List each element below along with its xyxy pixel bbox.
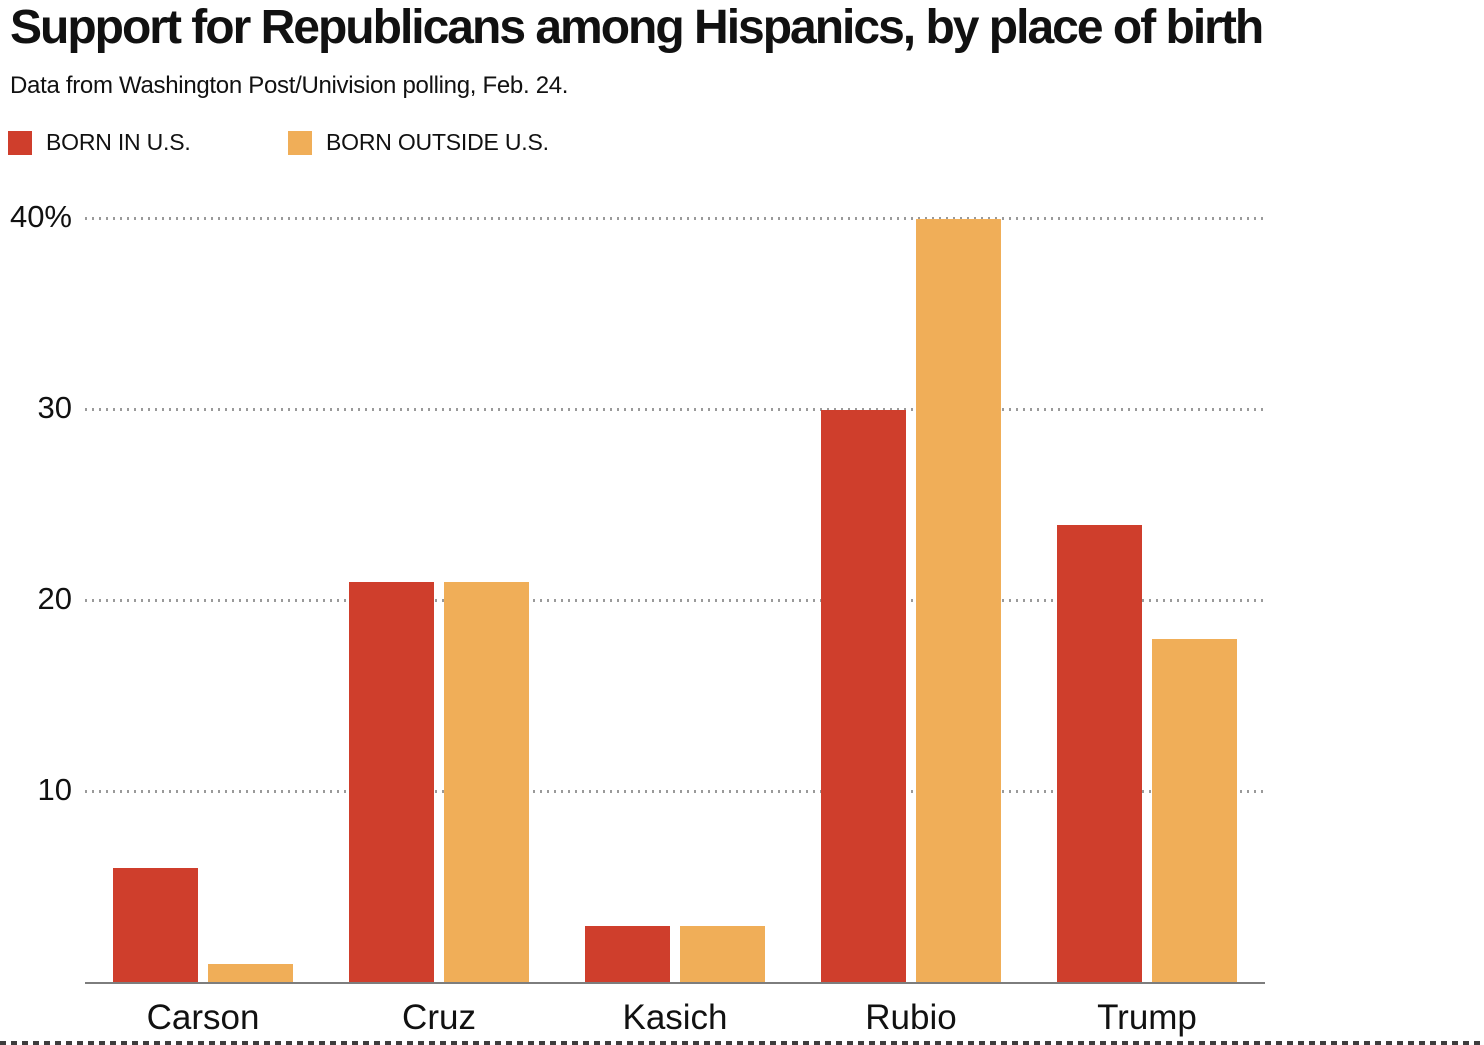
- bar-trump-born-in-us: [1057, 525, 1142, 983]
- bar-kasich-born-in-us: [585, 926, 670, 983]
- legend-item-born-in-us: BORN IN U.S.: [8, 129, 191, 156]
- legend-swatch-born-in-us-icon: [8, 130, 32, 155]
- x-axis-label-cruz: Cruz: [402, 998, 476, 1037]
- x-axis-line: [85, 982, 1265, 984]
- gridline-10: [85, 790, 1265, 793]
- bar-trump-born-outside-us: [1152, 639, 1237, 983]
- y-axis-tick-label-10: 10: [37, 772, 72, 807]
- gridline-20: [85, 599, 1265, 602]
- legend-label-born-outside-us: BORN OUTSIDE U.S.: [326, 129, 549, 155]
- legend-item-born-outside-us: BORN OUTSIDE U.S.: [288, 129, 549, 156]
- chart-subtitle: Data from Washington Post/Univision poll…: [10, 72, 569, 99]
- gridline-40: [85, 217, 1265, 220]
- bottom-dashed-divider: [0, 1041, 1484, 1045]
- x-axis-label-rubio: Rubio: [865, 998, 957, 1037]
- y-axis-tick-label-30: 30: [37, 390, 72, 425]
- bar-rubio-born-in-us: [821, 410, 906, 983]
- x-axis-label-carson: Carson: [146, 998, 260, 1037]
- y-axis-tick-label-20: 20: [37, 581, 72, 616]
- x-axis-label-trump: Trump: [1097, 998, 1197, 1037]
- bar-carson-born-in-us: [113, 868, 198, 983]
- bar-cruz-born-outside-us: [444, 582, 529, 983]
- chart-title: Support for Republicans among Hispanics,…: [10, 1, 1264, 54]
- y-axis-tick-label-40: 40%: [9, 199, 72, 234]
- x-axis-label-kasich: Kasich: [622, 998, 728, 1037]
- bar-kasich-born-outside-us: [680, 926, 765, 983]
- gridline-30: [85, 408, 1265, 411]
- bar-cruz-born-in-us: [349, 582, 434, 983]
- bar-rubio-born-outside-us: [916, 219, 1001, 983]
- legend-label-born-in-us: BORN IN U.S.: [46, 129, 191, 155]
- legend: BORN IN U.S. BORN OUTSIDE U.S.: [0, 129, 1484, 159]
- bar-carson-born-outside-us: [208, 964, 293, 983]
- legend-swatch-born-outside-us-icon: [288, 130, 312, 155]
